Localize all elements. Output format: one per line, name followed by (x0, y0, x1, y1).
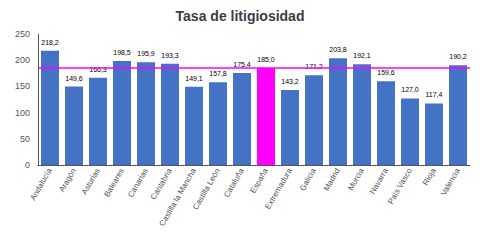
svg-text:166,3: 166,3 (89, 66, 107, 73)
svg-text:Castilla la Mancha: Castilla la Mancha (157, 166, 198, 227)
svg-text:250: 250 (15, 29, 30, 39)
svg-text:Galicia: Galicia (298, 166, 318, 192)
svg-text:200: 200 (15, 55, 30, 65)
svg-text:149,6: 149,6 (65, 75, 83, 82)
svg-text:Madrid: Madrid (322, 167, 342, 193)
svg-text:127,0: 127,0 (401, 86, 419, 93)
svg-text:185,0: 185,0 (257, 56, 275, 63)
svg-text:218,2: 218,2 (41, 39, 59, 46)
svg-text:193,3: 193,3 (161, 52, 179, 59)
svg-text:Asturias: Asturias (80, 167, 102, 196)
svg-text:195,9: 195,9 (137, 50, 155, 57)
svg-text:157,8: 157,8 (209, 70, 227, 77)
svg-text:Murcia: Murcia (346, 166, 366, 192)
svg-text:Rioja: Rioja (421, 166, 438, 187)
svg-text:Cataluña: Cataluña (222, 166, 246, 199)
svg-text:Castilla León: Castilla León (191, 167, 222, 211)
svg-text:175,4: 175,4 (233, 61, 251, 68)
svg-text:Navarra: Navarra (368, 166, 390, 196)
svg-text:171,2: 171,2 (305, 63, 323, 70)
svg-text:198,5: 198,5 (113, 49, 131, 56)
svg-text:50: 50 (20, 134, 30, 144)
svg-text:Tasa de litigiosidad: Tasa de litigiosidad (176, 8, 305, 24)
svg-text:Canarias: Canarias (126, 167, 150, 199)
svg-text:190,2: 190,2 (449, 53, 467, 60)
svg-text:192,1: 192,1 (353, 52, 371, 59)
svg-text:159,6: 159,6 (377, 69, 395, 76)
svg-text:Cantabria: Cantabria (149, 166, 174, 201)
svg-text:Extremadura: Extremadura (263, 166, 294, 211)
svg-text:143,2: 143,2 (281, 78, 299, 85)
svg-text:Andalucía: Andalucía (28, 166, 54, 202)
svg-text:Aragón: Aragón (57, 167, 78, 194)
svg-text:País Vasco: País Vasco (386, 166, 414, 205)
svg-text:Baleares: Baleares (102, 167, 126, 199)
svg-text:203,8: 203,8 (329, 46, 347, 53)
svg-text:149,1: 149,1 (185, 75, 203, 82)
svg-text:150: 150 (15, 81, 30, 91)
svg-text:España: España (249, 166, 271, 194)
svg-text:117,4: 117,4 (426, 91, 443, 98)
svg-text:0: 0 (25, 160, 30, 170)
svg-text:100: 100 (15, 108, 30, 118)
svg-text:Valencia: Valencia (439, 166, 462, 197)
